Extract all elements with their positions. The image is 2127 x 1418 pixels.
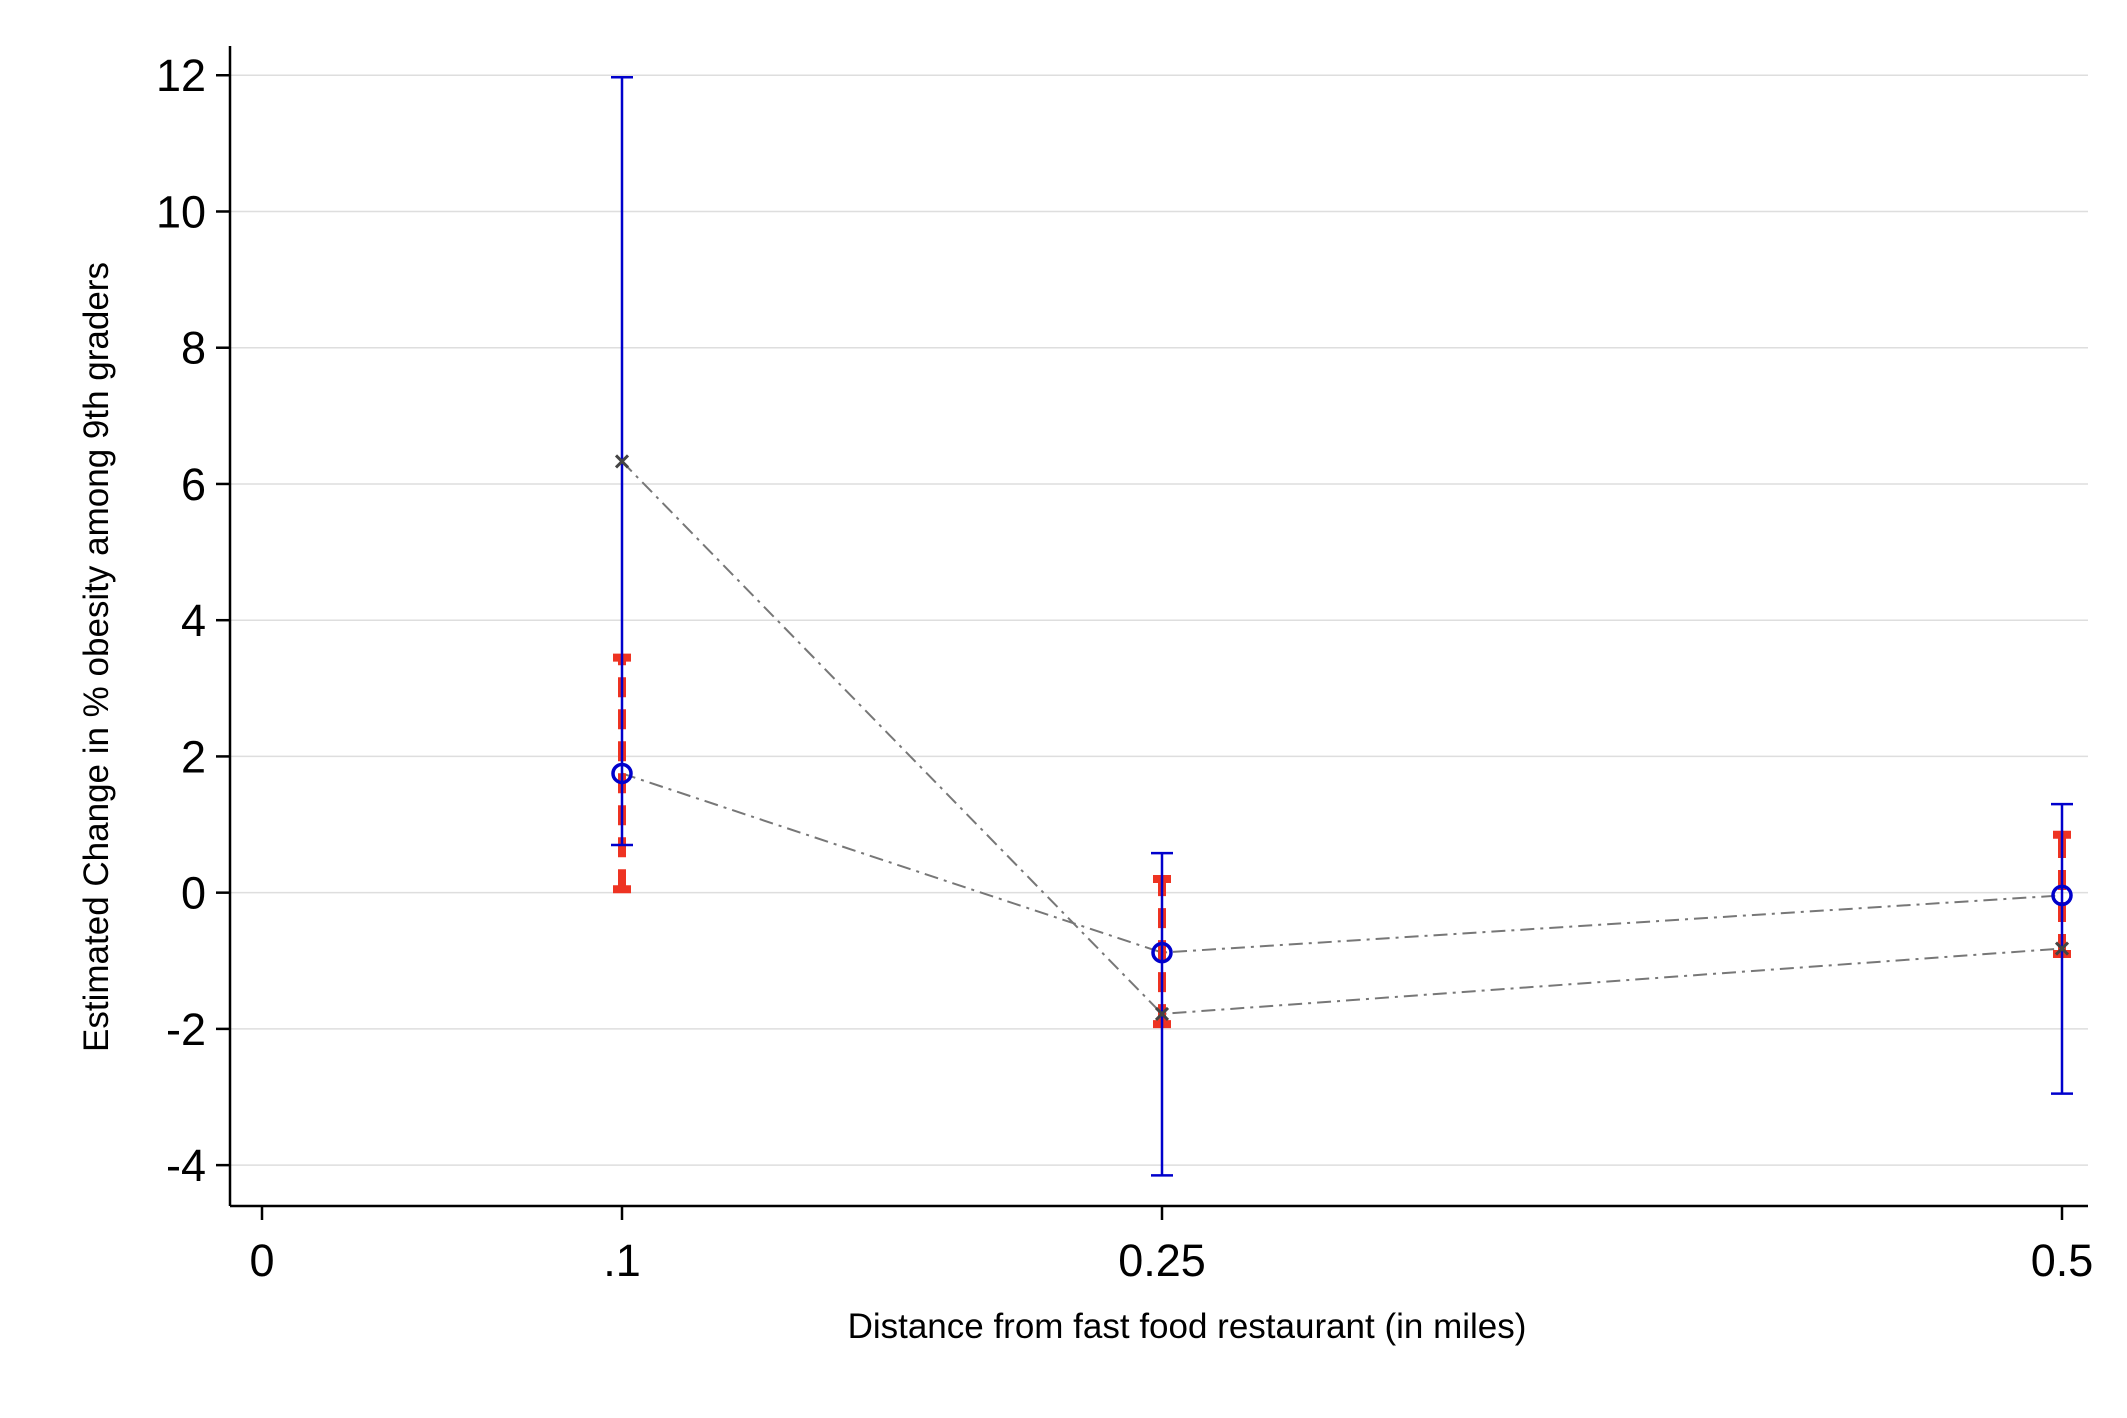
y-tick-label: 0 xyxy=(181,868,206,919)
point-circle-marker xyxy=(611,762,633,785)
point-circle-marker xyxy=(2051,884,2073,907)
y-tick-label: -4 xyxy=(166,1140,206,1191)
point-x-marker xyxy=(614,454,630,469)
error-bars xyxy=(611,76,2073,1177)
y-tick-label: 6 xyxy=(181,459,206,510)
series-lines xyxy=(621,460,2063,1015)
markers xyxy=(611,454,2073,1021)
y-tick-label: 8 xyxy=(181,323,206,374)
x-tick-label: 0.25 xyxy=(1118,1235,1206,1286)
x-tick-label: 0 xyxy=(249,1235,274,1286)
x-tick-label: 0.5 xyxy=(2031,1235,2094,1286)
x-axis-title: Distance from fast food restaurant (in m… xyxy=(848,1307,1527,1346)
y-tick-label: 12 xyxy=(156,50,206,101)
x-tick-label: .1 xyxy=(603,1235,641,1286)
point-x-marker xyxy=(1154,1006,1170,1021)
point-circle-marker xyxy=(1151,941,1173,964)
y-axis-title: Estimated Change in % obesity among 9th … xyxy=(77,262,116,1052)
axes: -4 -2 0 2 4 6 8 10 12 0 .1 0.25 0.5 xyxy=(156,46,2093,1286)
point-x-marker xyxy=(2054,941,2070,956)
y-tick-label: -2 xyxy=(166,1004,206,1055)
y-tick-label: 4 xyxy=(181,595,206,646)
y-tick-label: 2 xyxy=(181,731,206,782)
y-tick-label: 10 xyxy=(156,186,206,237)
series-line-1 xyxy=(621,772,2063,954)
series-line-2 xyxy=(621,460,2063,1015)
